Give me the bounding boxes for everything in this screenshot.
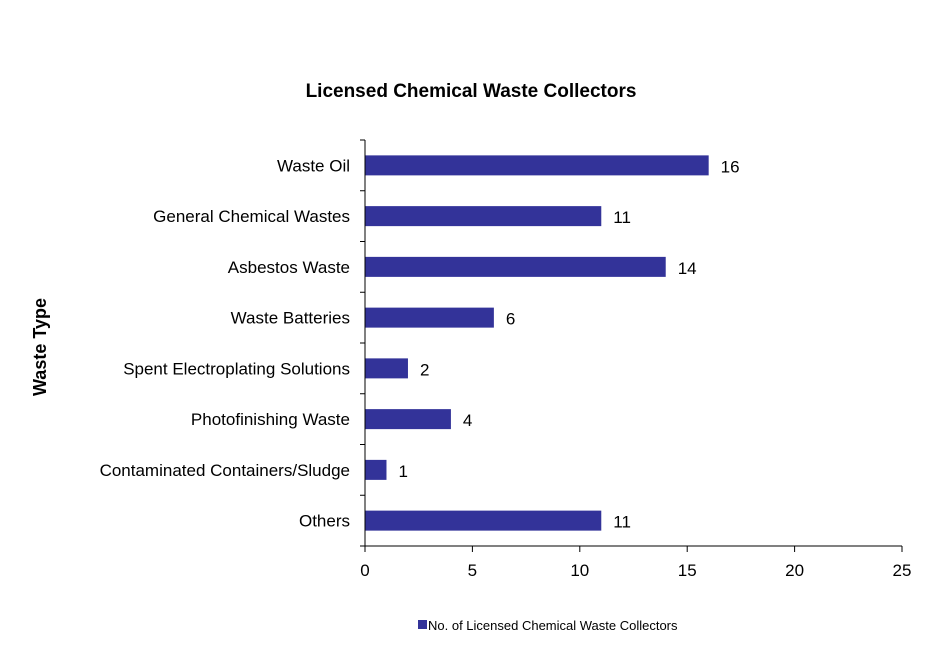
data-label: 16 [721,157,740,176]
data-label: 1 [398,462,407,481]
category-label: General Chemical Wastes [153,207,350,226]
legend-swatch [418,620,427,629]
data-label: 2 [420,360,429,379]
category-label: Others [299,512,350,531]
bar [365,206,602,227]
bar [365,459,387,480]
category-label: Waste Oil [277,156,350,175]
category-label: Contaminated Containers/Sludge [100,461,350,480]
bar [365,155,709,176]
x-tick-label: 0 [360,561,369,580]
legend-label: No. of Licensed Chemical Waste Collector… [428,618,678,633]
data-label: 11 [613,513,631,532]
bar [365,409,451,430]
chart-title: Licensed Chemical Waste Collectors [306,81,637,102]
data-label: 6 [506,310,515,329]
category-label: Spent Electroplating Solutions [123,359,350,378]
x-tick-label: 25 [893,561,912,580]
bar [365,358,408,379]
legend: No. of Licensed Chemical Waste Collector… [418,618,678,633]
x-tick-label: 10 [570,561,589,580]
data-label: 14 [678,259,697,278]
x-tick-label: 5 [468,561,477,580]
x-tick-label: 20 [785,561,804,580]
category-label: Photofinishing Waste [191,410,350,429]
bar [365,510,602,531]
x-tick-label: 15 [678,561,697,580]
bar [365,307,494,328]
category-label: Waste Batteries [231,309,350,328]
y-axis-label: Waste Type [30,298,50,396]
data-label: 4 [463,411,472,430]
bar [365,256,666,277]
data-label: 11 [613,208,631,227]
category-label: Asbestos Waste [228,258,350,277]
